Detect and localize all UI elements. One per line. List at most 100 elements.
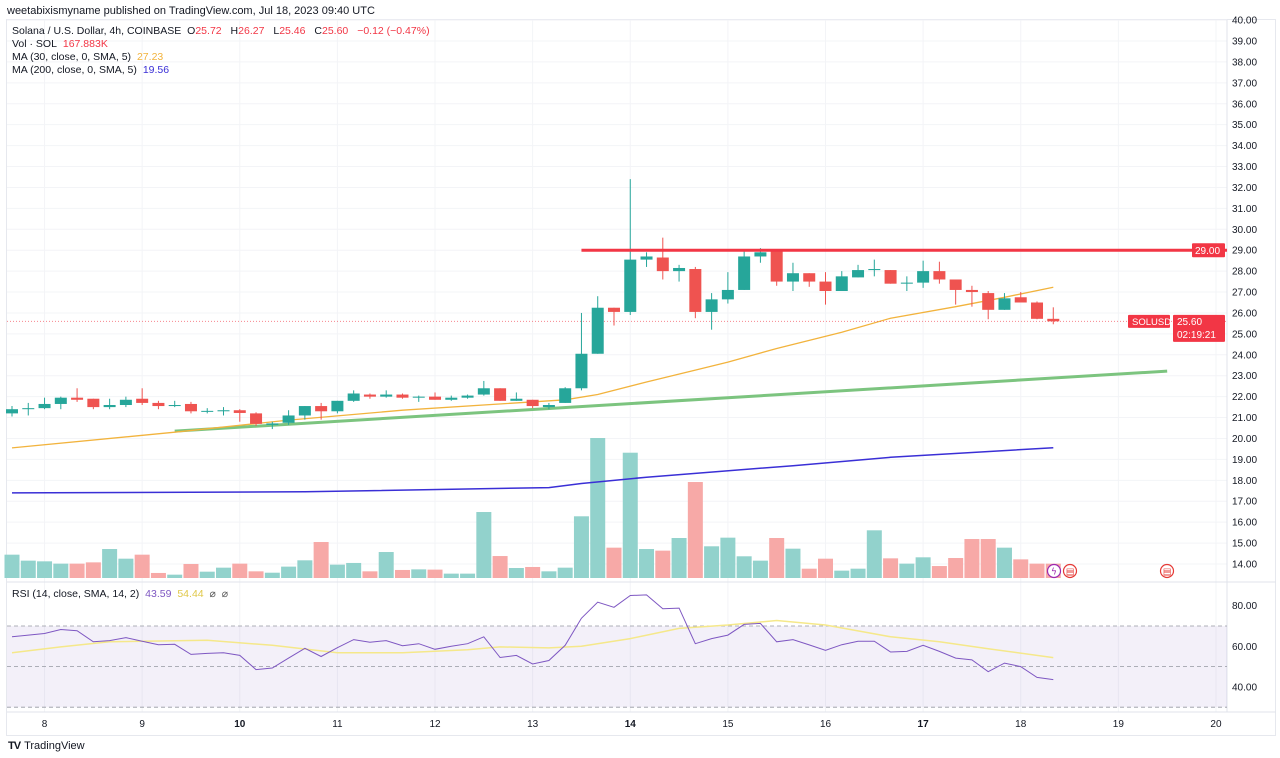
- candle-body: [315, 406, 328, 412]
- volume-bar: [281, 566, 297, 578]
- volume-bar: [801, 568, 817, 578]
- price-tick-label: 21.00: [1232, 413, 1257, 424]
- candle-body: [136, 398, 149, 403]
- rsi-tick-label: 60.00: [1232, 642, 1257, 653]
- low-label: L: [273, 25, 280, 37]
- lightning-event-icon[interactable]: ϟ: [1046, 563, 1062, 579]
- close-value: 25.60: [321, 25, 349, 37]
- price-tick-label: 25.00: [1232, 329, 1257, 340]
- volume-bar: [411, 569, 427, 578]
- candle-body: [429, 396, 442, 400]
- price-tick-label: 36.00: [1232, 99, 1257, 110]
- time-tick-label: 17: [918, 719, 930, 730]
- volume-bar: [118, 558, 134, 578]
- candle-body: [510, 398, 523, 401]
- volume-bar: [1013, 559, 1029, 578]
- time-tick-label: 11: [332, 719, 343, 730]
- candle-body: [754, 252, 767, 257]
- price-tick-label: 16.00: [1232, 518, 1257, 529]
- candle-body: [266, 423, 279, 425]
- candle-body: [868, 269, 881, 271]
- symbol-title[interactable]: Solana / U.S. Dollar, 4h, COINBASE: [12, 25, 182, 37]
- volume-bar: [427, 569, 443, 578]
- open-value: 25.72: [195, 25, 222, 37]
- price-tick-label: 39.00: [1232, 37, 1257, 48]
- open-label: O: [187, 25, 196, 37]
- ma200-label[interactable]: MA (200, close, 0, SMA, 5): [12, 64, 137, 76]
- legend-ma200-row: MA (200, close, 0, SMA, 5) 19.56: [12, 64, 172, 76]
- volume-bar: [639, 549, 655, 578]
- volume-bar: [769, 538, 785, 578]
- volume-bar: [980, 539, 996, 578]
- chart-frame: [6, 19, 1276, 736]
- ma30-label[interactable]: MA (30, close, 0, SMA, 5): [12, 51, 132, 63]
- volume-bar: [378, 552, 394, 578]
- candle-body: [542, 405, 555, 408]
- candle-body: [1014, 297, 1027, 303]
- time-tick-label: 19: [1113, 719, 1125, 730]
- candle-body: [461, 395, 474, 398]
- volume-bar: [687, 482, 703, 578]
- volume-label[interactable]: Vol · SOL: [12, 38, 57, 50]
- candle-body: [22, 408, 35, 410]
- volume-bar: [850, 568, 866, 578]
- candle-body: [494, 388, 507, 401]
- candle-body: [786, 273, 799, 282]
- resistance-price-label: 29.00: [1195, 246, 1220, 257]
- rsi-label[interactable]: RSI (14, close, SMA, 14, 2): [12, 588, 140, 600]
- candle-body: [477, 388, 490, 395]
- candle-body: [575, 353, 588, 389]
- volume-bar: [590, 438, 606, 578]
- time-tick-label: 9: [139, 719, 145, 730]
- rsi-ma-line: [11, 619, 1054, 659]
- volume-bar: [216, 567, 232, 578]
- volume-bar: [183, 563, 199, 578]
- price-tick-label: 33.00: [1232, 162, 1257, 173]
- candle-body: [347, 393, 360, 401]
- legend-volume-row: Vol · SOL 167.883K: [12, 38, 111, 50]
- candle-body: [770, 250, 783, 282]
- candle-body: [949, 279, 962, 290]
- us-flag-event-icon-glyph: ▤: [1163, 568, 1172, 578]
- price-tick-label: 26.00: [1232, 308, 1257, 319]
- price-tick-label: 15.00: [1232, 539, 1257, 550]
- rsi-tick-label: 80.00: [1232, 601, 1257, 612]
- volume-bar: [346, 562, 362, 578]
- candle-body: [298, 406, 311, 416]
- volume-bar: [883, 558, 899, 578]
- legend-rsi-row: RSI (14, close, SMA, 14, 2) 43.59 54.44 …: [12, 588, 231, 600]
- candle-body: [412, 396, 425, 398]
- brand-name[interactable]: TradingView: [24, 740, 85, 752]
- volume-bar: [525, 566, 541, 578]
- volume-bar: [704, 546, 720, 578]
- price-tick-label: 22.00: [1232, 392, 1257, 403]
- volume-bar: [69, 563, 85, 578]
- volume-bar: [134, 554, 150, 578]
- volume-bar: [460, 573, 476, 578]
- volume-bar: [834, 570, 850, 578]
- volume-bar: [443, 573, 459, 578]
- price-tick-label: 19.00: [1232, 455, 1257, 466]
- us-flag-event-icon[interactable]: ▤: [1062, 563, 1078, 579]
- volume-bar: [541, 571, 557, 578]
- tradingview-logo-icon[interactable]: TV: [8, 740, 21, 752]
- volume-bar: [818, 558, 833, 578]
- us-flag-event-icon[interactable]: ▤: [1159, 563, 1175, 579]
- candle-body: [884, 270, 897, 284]
- price-tick-label: 34.00: [1232, 141, 1257, 152]
- candle-body: [396, 394, 409, 398]
- candle-body: [835, 276, 848, 291]
- candle-body: [705, 299, 718, 312]
- resistance-price-label-bg: [1192, 243, 1225, 258]
- volume-bar: [232, 563, 248, 578]
- change-value: −0.12 (−0.47%): [357, 25, 430, 37]
- volume-bar: [557, 567, 573, 578]
- last-price-label: 25.60: [1177, 317, 1202, 328]
- price-tick-label: 28.00: [1232, 267, 1257, 278]
- volume-bar: [915, 557, 931, 578]
- candle-body: [689, 269, 702, 312]
- high-label: H: [230, 25, 239, 37]
- volume-bar: [102, 549, 118, 578]
- candle-body: [624, 259, 637, 312]
